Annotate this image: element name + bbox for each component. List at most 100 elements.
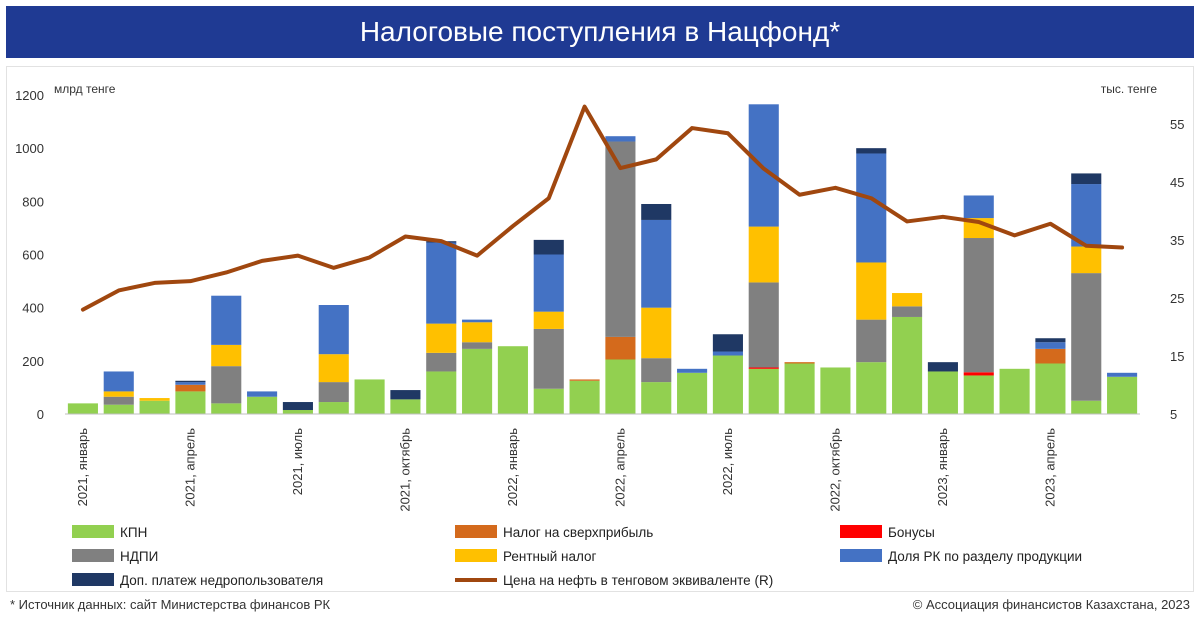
- chart-area: 0 200 400 600 800 1000 1200 5 15 25 35 45 55 млрд тен…: [15, 82, 1184, 588]
- y-right-tick-label: 5: [1170, 407, 1177, 422]
- y-right-tick-label: 35: [1170, 233, 1184, 248]
- bar-dolya_rk: [1107, 372, 1138, 377]
- y-left-tick-label: 400: [22, 301, 44, 316]
- bar-kpn: [139, 400, 170, 414]
- bar-dolya_rk: [641, 219, 672, 308]
- bar-ndpi: [892, 306, 923, 317]
- y-right-tick-label: 55: [1170, 117, 1184, 132]
- legend-label-oil_line: Цена на нефть в тенговом эквиваленте (R): [503, 573, 773, 588]
- chart-frame: [6, 66, 1194, 592]
- bar-rentny: [641, 307, 672, 359]
- bar-kpn: [282, 410, 313, 414]
- bar-dolya_rk: [748, 104, 779, 227]
- bar-kpn: [677, 372, 708, 414]
- bar-dop_platezh: [856, 148, 887, 154]
- bar-dop_platezh: [1071, 173, 1102, 185]
- bar-kpn: [712, 355, 743, 414]
- bar-dolya_rk: [1071, 184, 1102, 247]
- legend-label-rentny: Рентный налог: [503, 549, 597, 564]
- x-tick-label: 2021, октябрь: [397, 428, 412, 512]
- legend-label-dolya_rk: Доля РК по разделу продукции: [888, 549, 1082, 564]
- bar-ndpi: [426, 352, 457, 372]
- x-tick-label: 2022, октябрь: [827, 428, 842, 512]
- bar-kpn: [748, 368, 779, 414]
- y-right-tick-label: 25: [1170, 291, 1184, 306]
- x-tick-label: 2021, апрель: [182, 428, 197, 507]
- x-tick-label: 2022, апрель: [612, 428, 627, 507]
- oil-price-line: [80, 104, 1125, 312]
- bar-rentny: [318, 354, 349, 383]
- bar-kpn: [1071, 400, 1102, 414]
- bar-dolya_rk: [462, 319, 493, 323]
- bar-ndpi: [103, 396, 134, 405]
- x-tick-label: 2023, январь: [935, 428, 950, 507]
- x-tick-label: 2021, июль: [290, 428, 305, 495]
- chart-title: Налоговые поступления в Нацфонд*: [359, 16, 841, 47]
- bar-kpn: [175, 391, 206, 414]
- bar-dolya_rk: [211, 295, 242, 345]
- y-left-unit-label: млрд тенге: [54, 82, 116, 96]
- bar-dop_platezh: [175, 380, 206, 383]
- bar-dolya_rk: [318, 305, 349, 355]
- bar-kpn: [211, 403, 242, 414]
- x-tick-label: 2021, январь: [75, 428, 90, 507]
- bar-kpn: [247, 396, 278, 414]
- bar-ndpi: [641, 358, 672, 383]
- bar-kpn: [1107, 376, 1138, 414]
- bar-kpn: [462, 348, 493, 414]
- bar-ndpi: [605, 141, 636, 337]
- bar-rentny: [103, 391, 134, 397]
- bar-rentny: [748, 226, 779, 283]
- legend-swatch-dop_platezh: [72, 573, 114, 586]
- y-left-tick-label: 0: [37, 407, 44, 422]
- bar-nalog_sverh: [784, 362, 815, 364]
- bar-ndpi: [856, 319, 887, 363]
- bar-dop_platezh: [282, 402, 313, 411]
- y-left-tick-label: 1000: [15, 141, 44, 156]
- y-left-tick-label: 200: [22, 354, 44, 369]
- bar-rentny: [892, 293, 923, 307]
- bar-dolya_rk: [712, 351, 743, 356]
- bar-nalog_sverh: [1035, 348, 1066, 364]
- copyright: © Ассоциация финансистов Казахстана, 202…: [912, 597, 1190, 612]
- legend-swatch-ndpi: [72, 549, 114, 562]
- bar-nalog_sverh: [569, 379, 600, 381]
- x-tick-label: 2022, январь: [505, 428, 520, 507]
- bar-kpn: [67, 403, 98, 414]
- legend-label-nalog_sverh: Налог на сверхприбыль: [503, 525, 653, 540]
- bar-kpn: [999, 368, 1030, 414]
- y-left-tick-label: 600: [22, 248, 44, 263]
- bar-kpn: [963, 375, 994, 414]
- y-left-tick-label: 1200: [15, 88, 44, 103]
- bar-dolya_rk: [963, 195, 994, 219]
- bar-nalog_sverh: [175, 384, 206, 392]
- bar-ndpi: [211, 366, 242, 404]
- bar-dop_platezh: [390, 390, 421, 400]
- bar-kpn: [569, 380, 600, 414]
- legend-label-ndpi: НДПИ: [120, 549, 158, 564]
- bar-rentny: [856, 262, 887, 320]
- bar-kpn: [927, 371, 958, 414]
- bar-dop_platezh: [1035, 338, 1066, 343]
- bar-kpn: [641, 382, 672, 414]
- bar-kpn: [892, 316, 923, 414]
- bar-rentny: [1071, 246, 1102, 274]
- bar-rentny: [139, 398, 170, 401]
- source-note: * Источник данных: сайт Министерства фин…: [10, 597, 331, 612]
- bar-dolya_rk: [426, 242, 457, 324]
- legend-label-kpn: КПН: [120, 525, 147, 540]
- bar-dolya_rk: [175, 382, 206, 385]
- bar-rentny: [211, 344, 242, 367]
- legend-label-bonusy: Бонусы: [888, 525, 935, 540]
- legend-swatch-nalog_sverh: [455, 525, 497, 538]
- bar-kpn: [533, 388, 564, 414]
- legend-swatch-dolya_rk: [840, 549, 882, 562]
- bar-ndpi: [533, 328, 564, 389]
- bar-dop_platezh: [641, 203, 672, 220]
- bar-rentny: [426, 323, 457, 353]
- x-tick-label: 2022, июль: [720, 428, 735, 495]
- bar-rentny: [533, 311, 564, 329]
- bar-dop_platezh: [533, 239, 564, 255]
- bar-dolya_rk: [103, 371, 134, 392]
- bar-bonusy: [963, 372, 994, 376]
